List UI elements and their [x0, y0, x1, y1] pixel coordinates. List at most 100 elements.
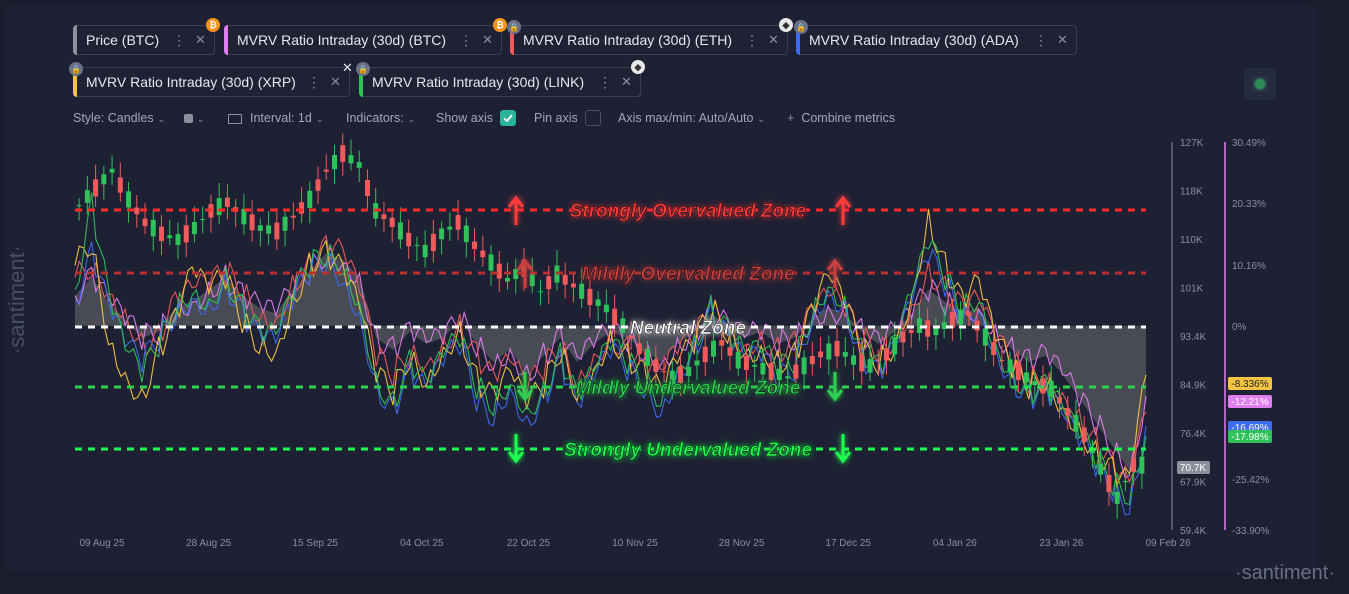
candle-body	[134, 207, 140, 215]
lock-icon: 🔒	[507, 20, 521, 34]
close-icon[interactable]: ✕	[1057, 32, 1068, 47]
candle-body	[710, 340, 716, 357]
pin-axis-checkbox[interactable]	[585, 110, 601, 126]
candle-body	[480, 250, 486, 258]
candle-body	[653, 359, 659, 372]
arrow-down-icon	[516, 372, 534, 402]
x-axis-tick-label: 10 Nov 25	[612, 538, 658, 549]
candle-body	[397, 222, 403, 240]
x-axis-tick-label: 28 Nov 25	[719, 538, 765, 549]
candle-body	[150, 219, 156, 237]
candle-body	[183, 225, 189, 243]
candle-body	[455, 215, 461, 230]
zone-label: Mildly Overvalued Zone	[581, 264, 795, 285]
close-icon[interactable]: ✕	[330, 74, 341, 89]
close-icon[interactable]: ✕	[195, 32, 206, 47]
candle-body	[801, 357, 807, 375]
left-axis-tick-label: 76.4K	[1180, 429, 1206, 440]
plus-icon: +	[787, 111, 795, 125]
more-options-icon[interactable]: ⋮	[1034, 31, 1048, 48]
candle-body	[307, 190, 313, 209]
metric-chip[interactable]: MVRV Ratio Intraday (30d) (BTC) ⋮ ✕	[224, 25, 502, 55]
candle-body	[299, 202, 305, 214]
more-options-icon[interactable]: ⋮	[172, 31, 186, 48]
candle-body	[818, 351, 824, 358]
candle-body	[859, 354, 865, 372]
metric-chip[interactable]: MVRV Ratio Intraday (30d) (ADA) ⋮ ✕	[796, 25, 1077, 55]
candle-body	[991, 342, 997, 355]
candle-body	[93, 179, 99, 197]
candle-body	[200, 218, 206, 220]
close-icon[interactable]: ✕	[768, 32, 779, 47]
interval-dropdown[interactable]: Interval: 1d ⌄	[228, 111, 323, 125]
candle-body	[760, 362, 766, 375]
right-axis-tick-label: 30.49%	[1232, 138, 1266, 149]
candle-body	[463, 225, 469, 243]
zone-label: Neutral Zone	[630, 318, 747, 339]
candle-body	[175, 234, 181, 245]
candle-body	[1015, 363, 1021, 381]
show-axis-checkbox[interactable]	[500, 110, 516, 126]
show-axis-toggle[interactable]: Show axis	[436, 111, 493, 125]
remove-icon[interactable]: ✕	[342, 60, 353, 75]
candle-body	[793, 364, 799, 379]
left-axis-tick-label: 84.9K	[1180, 381, 1206, 392]
more-options-icon[interactable]: ⋮	[598, 73, 612, 90]
status-toggle-button[interactable]	[1244, 68, 1276, 100]
candle-body	[1114, 491, 1120, 504]
close-icon[interactable]: ✕	[621, 74, 632, 89]
left-axis-tick-label: 93.4K	[1180, 332, 1206, 343]
candle-body	[842, 352, 848, 357]
arrow-down-icon	[507, 434, 525, 464]
candle-body	[167, 235, 173, 239]
chevron-down-icon: ⌄	[157, 114, 166, 124]
x-axis-tick-label: 04 Oct 25	[400, 538, 444, 549]
current-value-tag	[1228, 377, 1272, 390]
chip-label: MVRV Ratio Intraday (30d) (XRP)	[86, 74, 296, 90]
candle-body	[274, 222, 280, 240]
arrow-down-icon	[834, 434, 852, 464]
axis-minmax-dropdown[interactable]: Axis max/min: Auto/Auto ⌄	[618, 111, 765, 125]
candle-body	[686, 367, 692, 377]
chip-label: Price (BTC)	[86, 32, 160, 48]
close-icon[interactable]: ✕	[482, 32, 493, 47]
more-options-icon[interactable]: ⋮	[459, 31, 473, 48]
candle-body	[447, 226, 453, 230]
candle-body	[892, 337, 898, 355]
candle-body	[743, 355, 749, 370]
mvrv-area-fill	[75, 253, 1146, 471]
combine-metrics-button[interactable]: + Combine metrics	[787, 111, 895, 125]
current-price-tag	[1177, 461, 1210, 474]
candle-body	[636, 343, 642, 355]
candle-body	[76, 205, 82, 207]
indicators-label: Indicators:	[346, 111, 404, 125]
x-axis-tick-label: 28 Aug 25	[186, 538, 231, 549]
lock-icon: 🔒	[794, 20, 808, 34]
metric-chip[interactable]: MVRV Ratio Intraday (30d) (ETH) ⋮ ✕	[510, 25, 788, 55]
x-axis-tick-label: 17 Dec 25	[825, 538, 871, 549]
style-dropdown[interactable]: Style: Candles ⌄	[73, 111, 165, 125]
metric-chip[interactable]: MVRV Ratio Intraday (30d) (LINK) ⋮ ✕	[359, 67, 641, 97]
checkmark-icon	[503, 114, 513, 123]
candle-body	[513, 268, 519, 280]
axis-minmax-label: Axis max/min: Auto/Auto	[618, 111, 754, 125]
chip-label: MVRV Ratio Intraday (30d) (ADA)	[809, 32, 1019, 48]
more-options-icon[interactable]: ⋮	[745, 31, 759, 48]
candle-body	[851, 355, 857, 365]
arrow-up-icon	[834, 195, 852, 225]
more-options-icon[interactable]: ⋮	[307, 73, 321, 90]
pin-axis-toggle[interactable]: Pin axis	[534, 111, 578, 125]
left-axis-tick-label: 59.4K	[1180, 526, 1206, 537]
candle-body	[546, 276, 552, 290]
metric-chip[interactable]: MVRV Ratio Intraday (30d) (XRP) ⋮ ✕	[73, 67, 350, 97]
arrow-up-icon	[826, 258, 844, 288]
indicators-dropdown[interactable]: Indicators: ⌄	[346, 111, 415, 125]
metric-chip[interactable]: Price (BTC) ⋮ ✕	[73, 25, 215, 55]
chip-color-bar	[73, 67, 77, 97]
candle-body	[933, 327, 939, 336]
color-dropdown[interactable]: ⌄	[184, 111, 205, 125]
chevron-down-icon: ⌄	[757, 114, 766, 124]
candle-body	[1139, 456, 1145, 474]
candle-body	[587, 288, 593, 306]
